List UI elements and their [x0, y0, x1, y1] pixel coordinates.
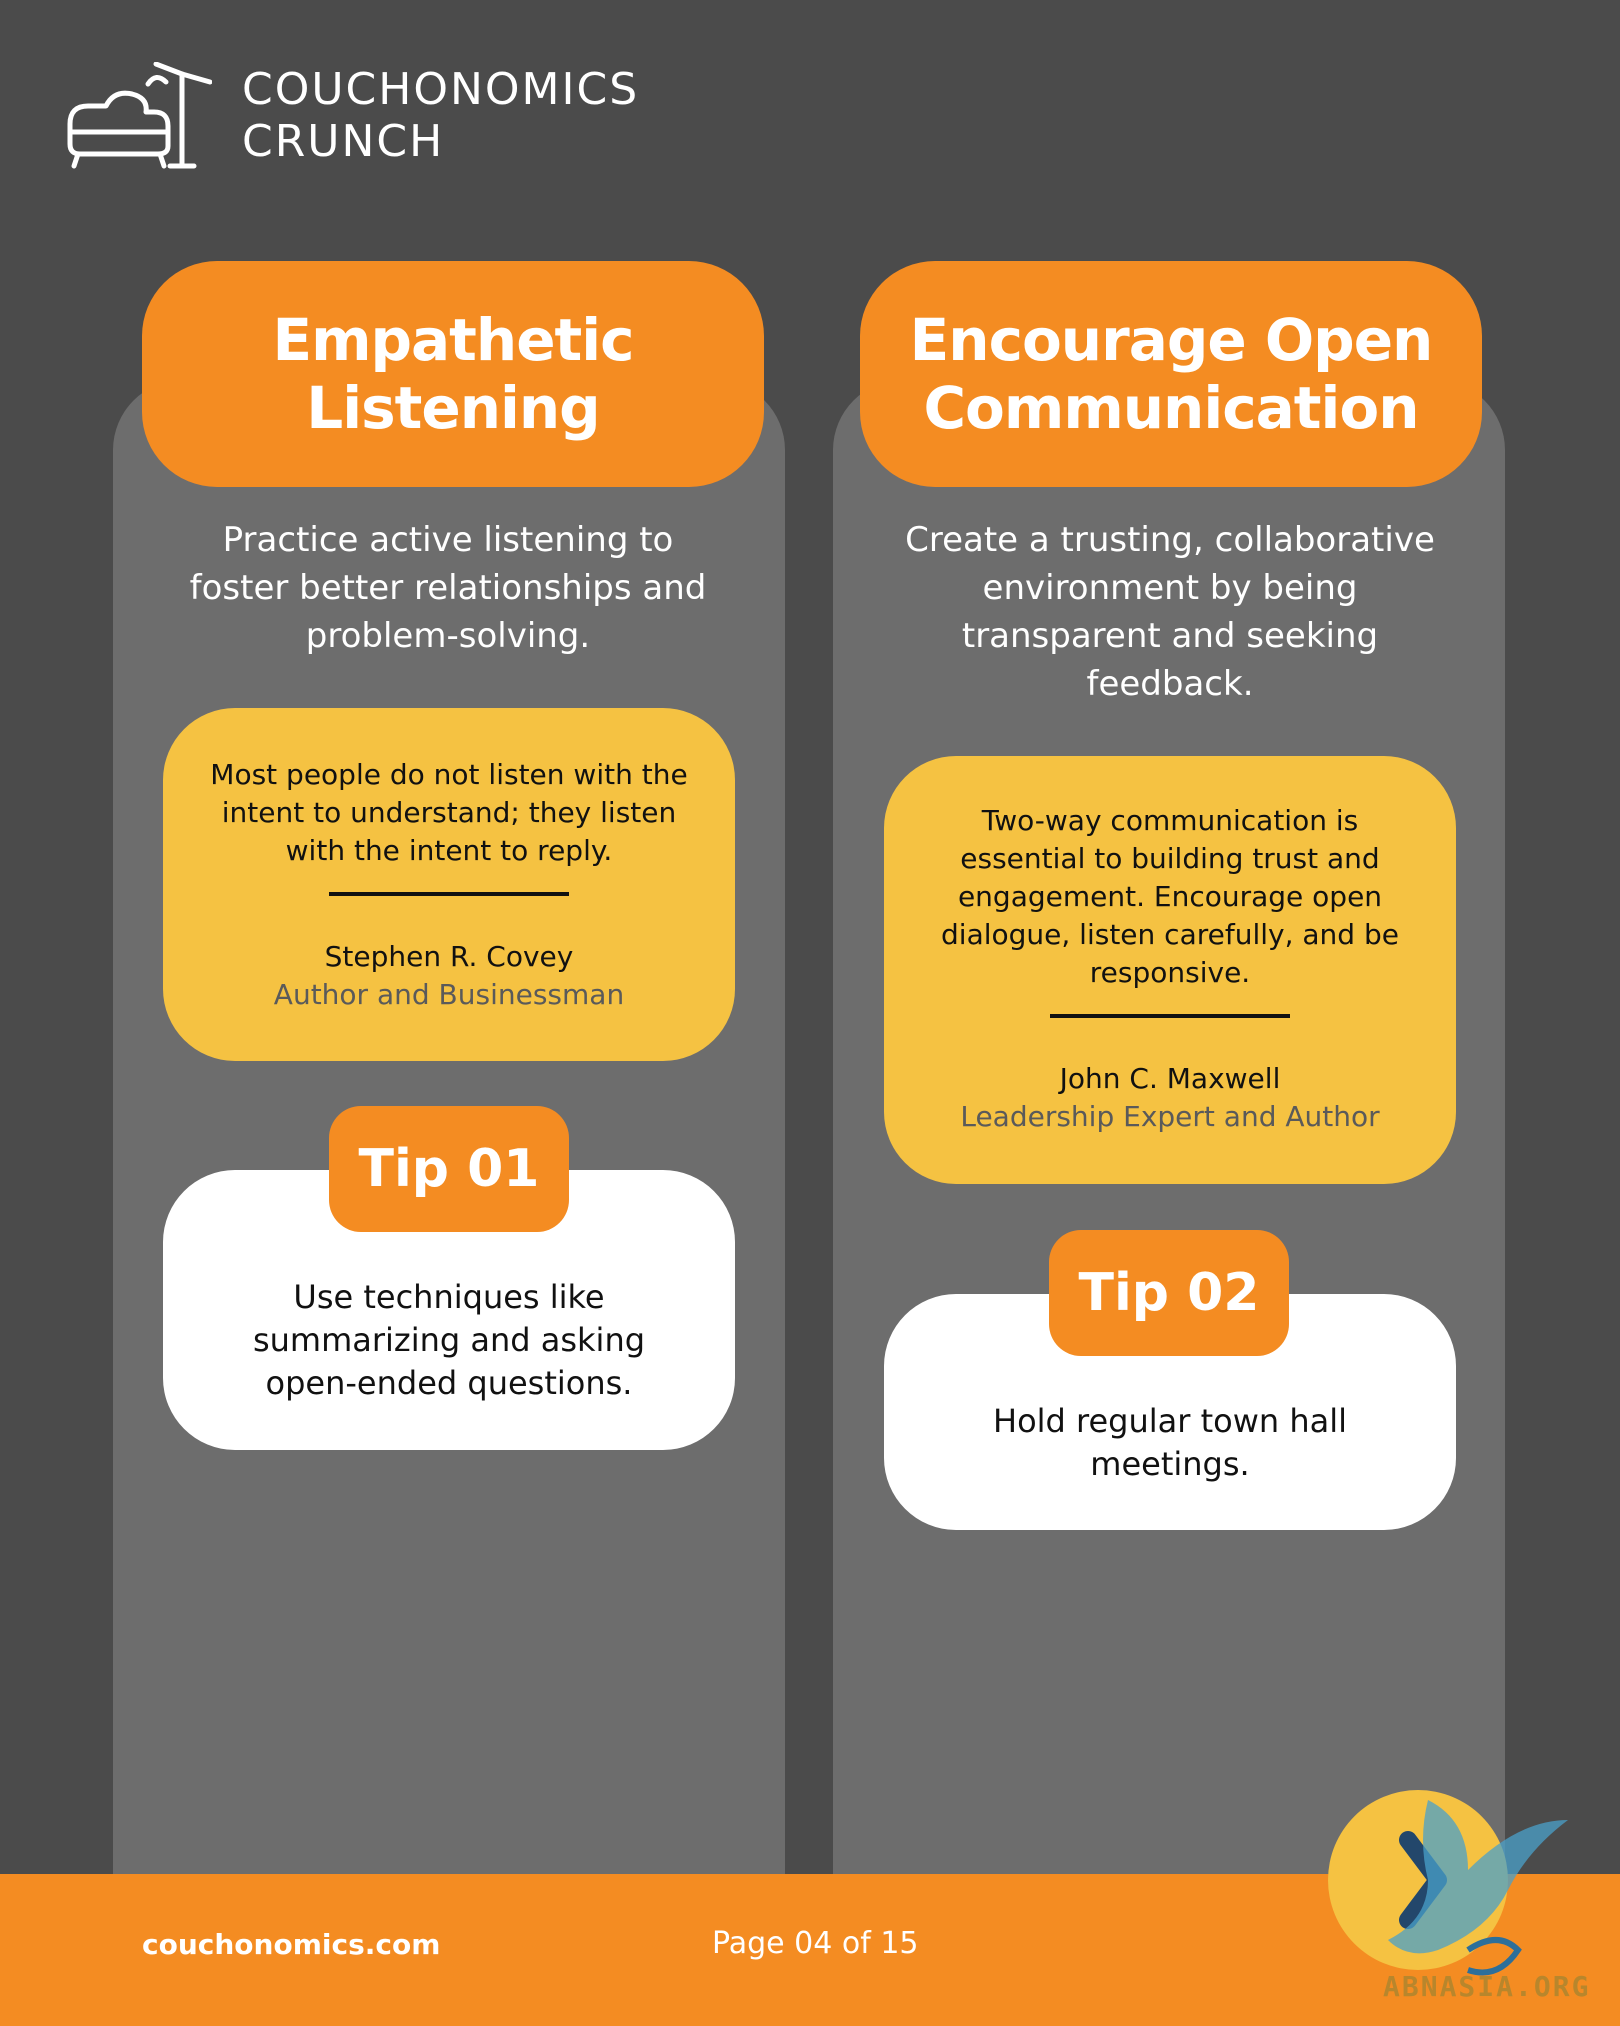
quote-card-left: Most people do not listen with the inten…: [163, 708, 735, 1061]
tip-text: Hold regular town hall meetings.: [993, 1402, 1347, 1483]
quote-text: Most people do not listen with the inten…: [210, 758, 688, 867]
quote-card-right: Two-way communication is essential to bu…: [884, 756, 1456, 1184]
quote-author: Stephen R. Covey: [324, 940, 574, 973]
watermark-text: ABNASIA.ORG: [1383, 1970, 1591, 2003]
brand-name: COUCHONOMICS CRUNCH: [242, 64, 639, 168]
tip-badge-01: Tip 01: [329, 1106, 569, 1232]
quote-author: John C. Maxwell: [1059, 1062, 1281, 1095]
quote-author-role: Leadership Expert and Author: [960, 1100, 1380, 1133]
tip-card-left: Use techniques like summarizing and aski…: [163, 1170, 735, 1450]
watermark-griffin-icon: [1328, 1790, 1568, 1976]
brand-name-line1: COUCHONOMICS: [242, 64, 640, 115]
tip-card-right: Hold regular town hall meetings.: [884, 1294, 1456, 1530]
tip-badge-02: Tip 02: [1049, 1230, 1289, 1356]
section-description-left: Practice active listening to foster bett…: [189, 520, 707, 656]
section-title-empathetic-listening: Empathetic Listening: [142, 261, 764, 487]
quote-divider: [329, 892, 569, 896]
quote-divider: [1050, 1014, 1290, 1018]
section-description-right: Create a trusting, collaborative environ…: [905, 520, 1435, 704]
page-number: Page 04 of 15: [712, 1926, 919, 1961]
quote-author-role: Author and Businessman: [273, 978, 625, 1011]
quote-text: Two-way communication is essential to bu…: [941, 804, 1399, 989]
footer-website-link[interactable]: couchonomics.com: [142, 1928, 441, 1961]
tip-text: Use techniques like summarizing and aski…: [252, 1278, 646, 1402]
section-title-encourage-open-communication: Encourage Open Communication: [860, 261, 1482, 487]
brand-name-line2: CRUNCH: [242, 116, 445, 167]
couch-lamp-icon: [67, 62, 212, 169]
